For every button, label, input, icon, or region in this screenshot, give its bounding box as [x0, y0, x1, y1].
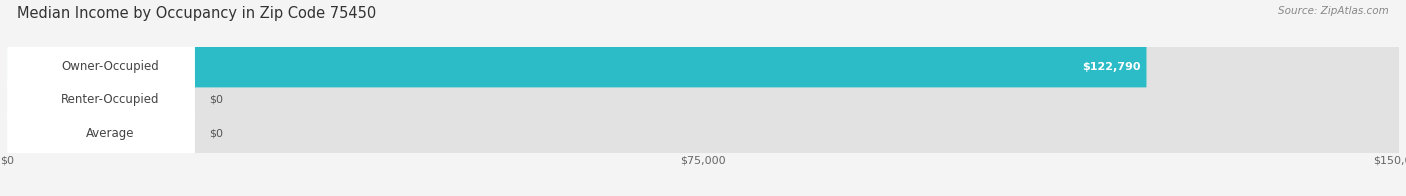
FancyBboxPatch shape [7, 79, 195, 121]
Text: Owner-Occupied: Owner-Occupied [62, 60, 159, 73]
Text: Average: Average [86, 127, 135, 140]
Bar [7, 118, 1399, 148]
Text: $0: $0 [209, 95, 224, 105]
Text: $0: $0 [209, 128, 224, 138]
Bar [7, 52, 1399, 82]
FancyBboxPatch shape [7, 113, 195, 153]
Text: Median Income by Occupancy in Zip Code 75450: Median Income by Occupancy in Zip Code 7… [17, 6, 377, 21]
FancyBboxPatch shape [7, 46, 195, 87]
FancyBboxPatch shape [7, 113, 1399, 153]
Bar [7, 85, 1399, 115]
FancyBboxPatch shape [7, 79, 1399, 121]
FancyBboxPatch shape [7, 113, 132, 153]
FancyBboxPatch shape [7, 46, 1399, 87]
FancyBboxPatch shape [7, 79, 132, 121]
Text: Renter-Occupied: Renter-Occupied [60, 93, 160, 106]
Text: $122,790: $122,790 [1083, 62, 1140, 72]
Text: Source: ZipAtlas.com: Source: ZipAtlas.com [1278, 6, 1389, 16]
FancyBboxPatch shape [7, 46, 1146, 87]
